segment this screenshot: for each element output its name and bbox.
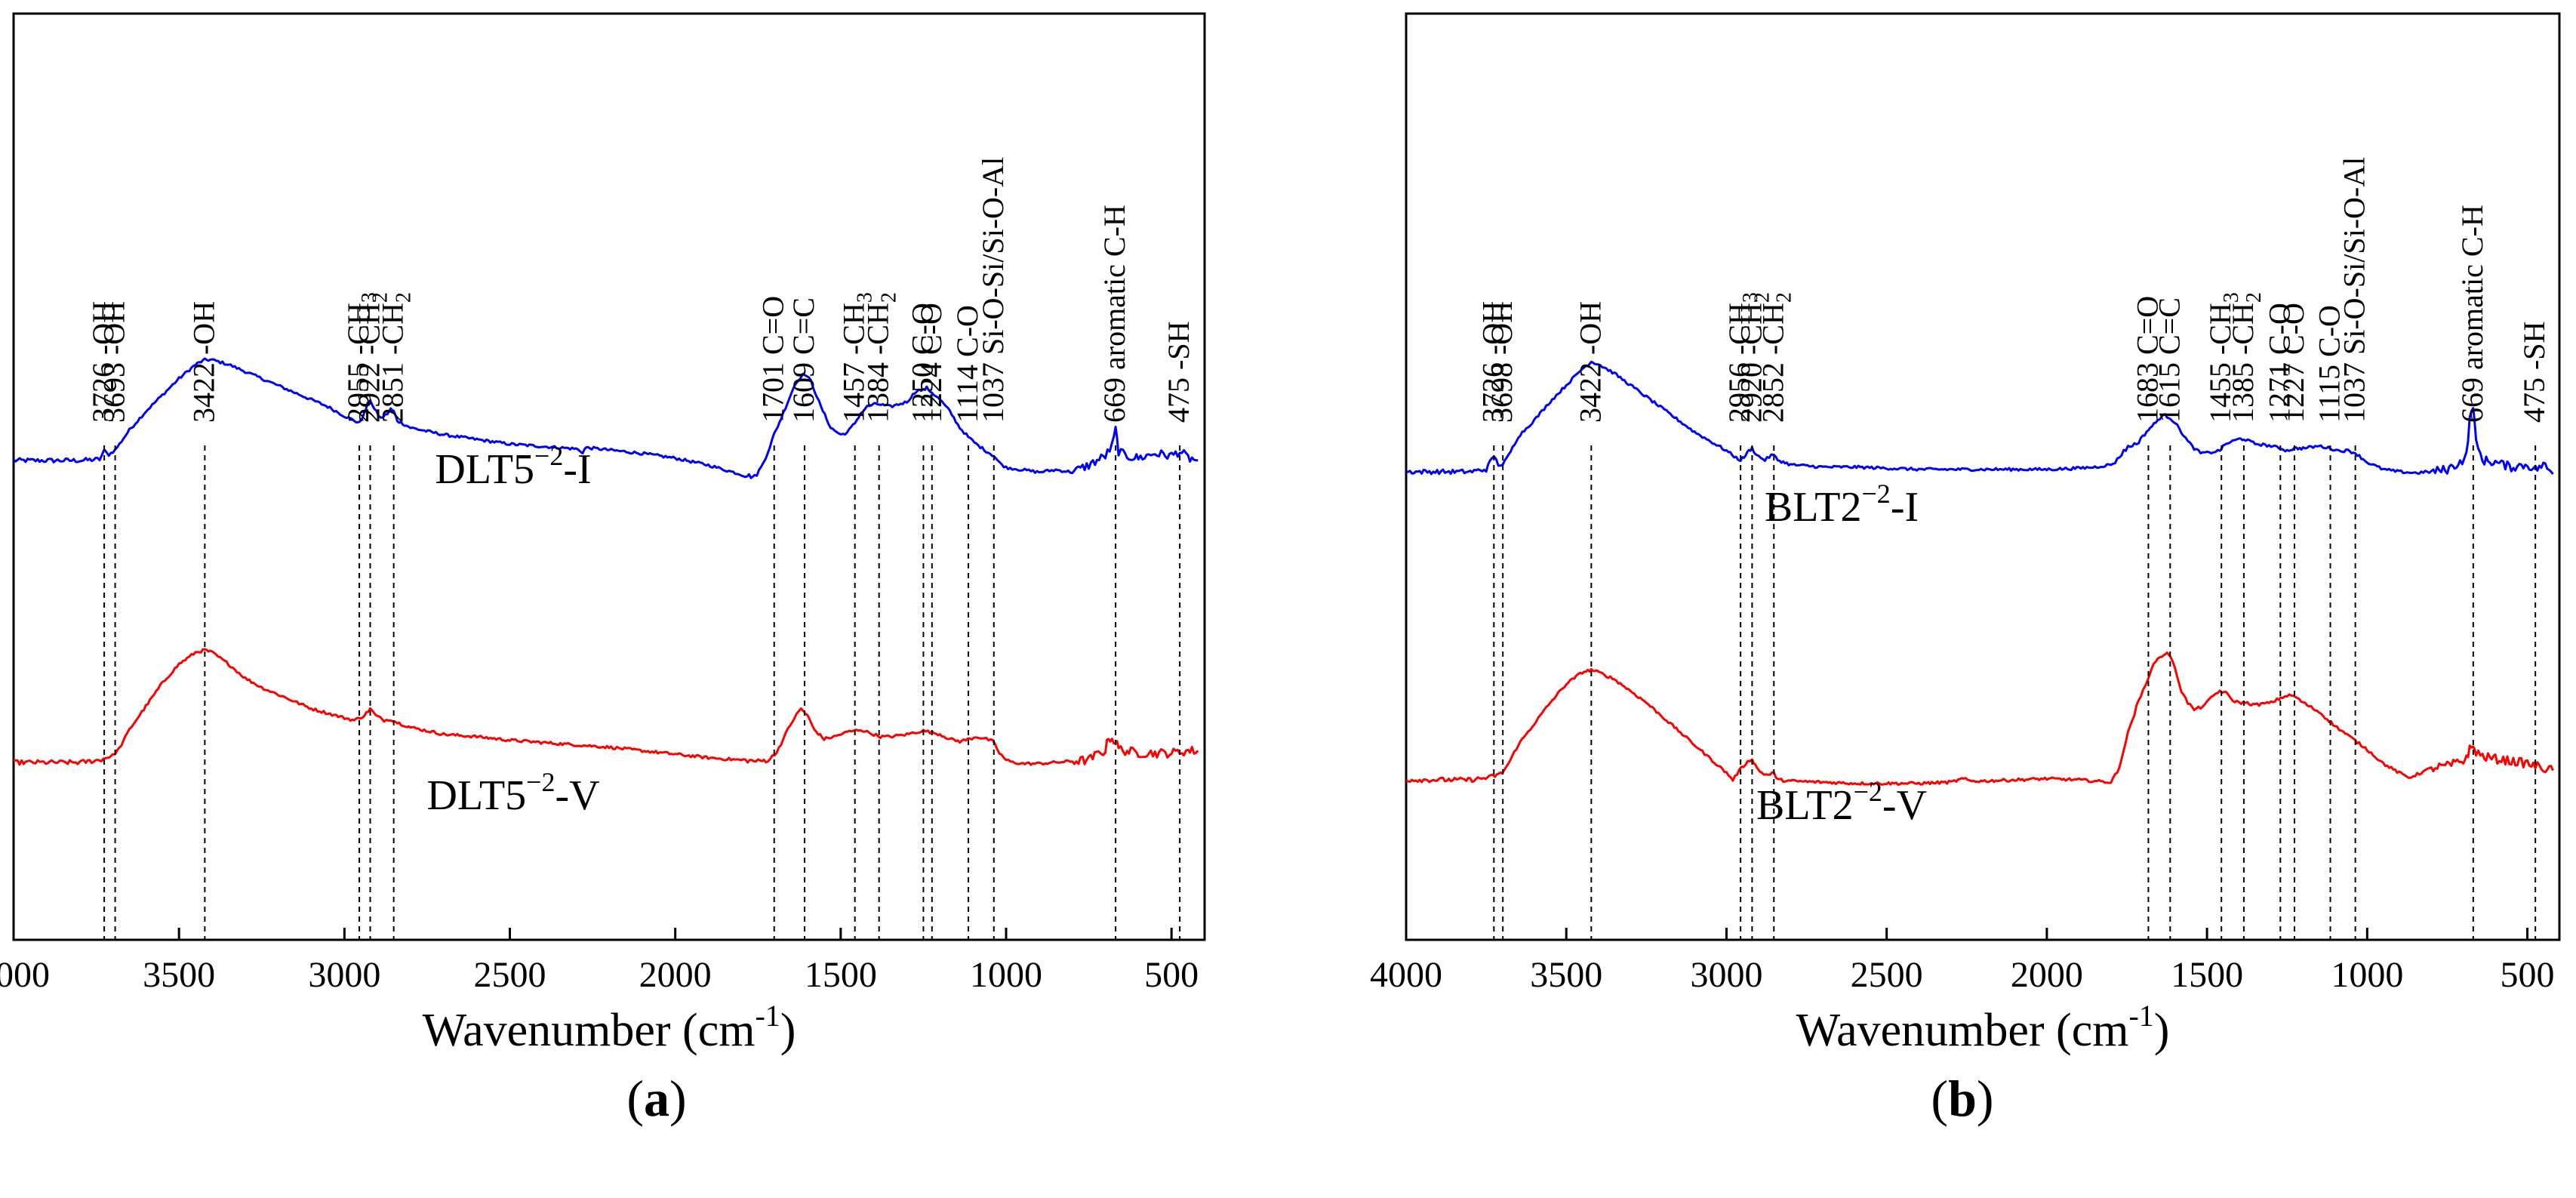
x-tick-label: 1500	[2171, 955, 2243, 995]
x-tick-label: 3000	[308, 955, 380, 995]
x-tick-label: 2000	[2011, 955, 2083, 995]
band-annotation: 669 aromatic C-H	[1097, 205, 1131, 423]
plot-frame	[1405, 12, 2561, 941]
band-annotation: 3726 -OH	[1476, 301, 1510, 423]
band-annotation: 475 -SH	[2517, 322, 2551, 423]
band-annotation: 1457 -CH3	[837, 292, 877, 423]
x-tick-label: 3500	[143, 955, 215, 995]
band-annotation: 2851 -CH2	[376, 292, 416, 423]
band-annotation: 1115 C-O	[2313, 305, 2347, 423]
series-label: DLT5−2-V	[426, 767, 599, 819]
band-annotation: 2955 -CH3	[341, 292, 381, 423]
x-tick-label: 500	[1144, 955, 1199, 995]
spectrum-line-v	[13, 648, 1199, 766]
band-annotation: 1455 -CH3	[2203, 292, 2243, 423]
band-annotation: 1609 C=C	[786, 297, 820, 423]
x-axis-label: Wavenumber (cm-1)	[1796, 999, 2170, 1056]
band-annotation: 1037 Si-O-Si/Si-O-Al	[2337, 157, 2371, 423]
band-annotation: 3422 -OH	[1573, 301, 1607, 423]
panel-b-label: (b)	[1931, 1070, 1993, 1127]
plot-frame	[12, 12, 1206, 941]
band-annotation: 1271 C-O	[2262, 303, 2296, 423]
x-tick-label: 1500	[805, 955, 877, 995]
band-annotation: 3693 -OH	[97, 301, 131, 423]
spectrum-line-v	[1405, 651, 2554, 786]
band-annotation: 1250 C-O	[905, 303, 939, 423]
spectrum-line-i	[1405, 360, 2554, 476]
band-annotation: 1037 Si-O-Si/Si-O-Al	[976, 157, 1010, 423]
x-tick-label: 2000	[639, 955, 712, 995]
band-annotation: 2852 -CH2	[1756, 292, 1796, 423]
series-label: BLT2−2-I	[1765, 479, 1919, 531]
series-label: DLT5−2-I	[435, 441, 591, 493]
band-annotation: 2922 -CH2	[352, 292, 392, 423]
x-tick-label: 2500	[1851, 955, 1923, 995]
x-tick-label: 1000	[970, 955, 1042, 995]
band-annotation: 1384 -CH2	[861, 292, 901, 423]
series-label: BLT2−2-V	[1756, 777, 1927, 829]
band-annotation: 1615 C=C	[2152, 297, 2186, 423]
band-annotation: 1385 -CH2	[2226, 292, 2266, 423]
x-tick-label: 2500	[474, 955, 546, 995]
band-annotation: 1114 C-O	[950, 305, 984, 423]
band-annotation: 475 -SH	[1162, 322, 1196, 423]
band-annotation: 1227 C-O	[2276, 303, 2310, 423]
panel-a-chart: 4000 3500 3000 2500 2000 1500 1000 500 Wavenumbe…	[0, 12, 1206, 1056]
panel-a-label: (a)	[626, 1070, 686, 1127]
band-annotation: 669 aromatic C-H	[2455, 205, 2489, 423]
band-annotation: 3698 -OH	[1485, 301, 1519, 423]
band-annotation: 2920 -CH2	[1734, 292, 1774, 423]
band-annotation: 1701 C=O	[756, 296, 790, 423]
x-tick-label: 500	[2501, 955, 2555, 995]
band-annotation: 3726 -OH	[86, 301, 120, 423]
band-annotation: 1224 C-O	[914, 303, 948, 423]
x-tick-label: 4000	[1370, 955, 1442, 995]
band-annotation: 1683 C=O	[2130, 296, 2164, 423]
x-tick-label: 4000	[0, 955, 50, 995]
panel-b-chart: 4000 3500 3000 2500 2000 1500 1000 500 Wavenumbe…	[1370, 12, 2561, 1056]
band-annotation: 2956 -CH3	[1722, 292, 1762, 423]
x-axis-label: Wavenumber (cm-1)	[423, 999, 796, 1056]
spectrum-line-i	[13, 357, 1199, 479]
band-annotation: 3422 -OH	[186, 301, 220, 423]
x-tick-label: 3500	[1530, 955, 1602, 995]
x-tick-label: 1000	[2331, 955, 2403, 995]
x-tick-label: 3000	[1690, 955, 1762, 995]
